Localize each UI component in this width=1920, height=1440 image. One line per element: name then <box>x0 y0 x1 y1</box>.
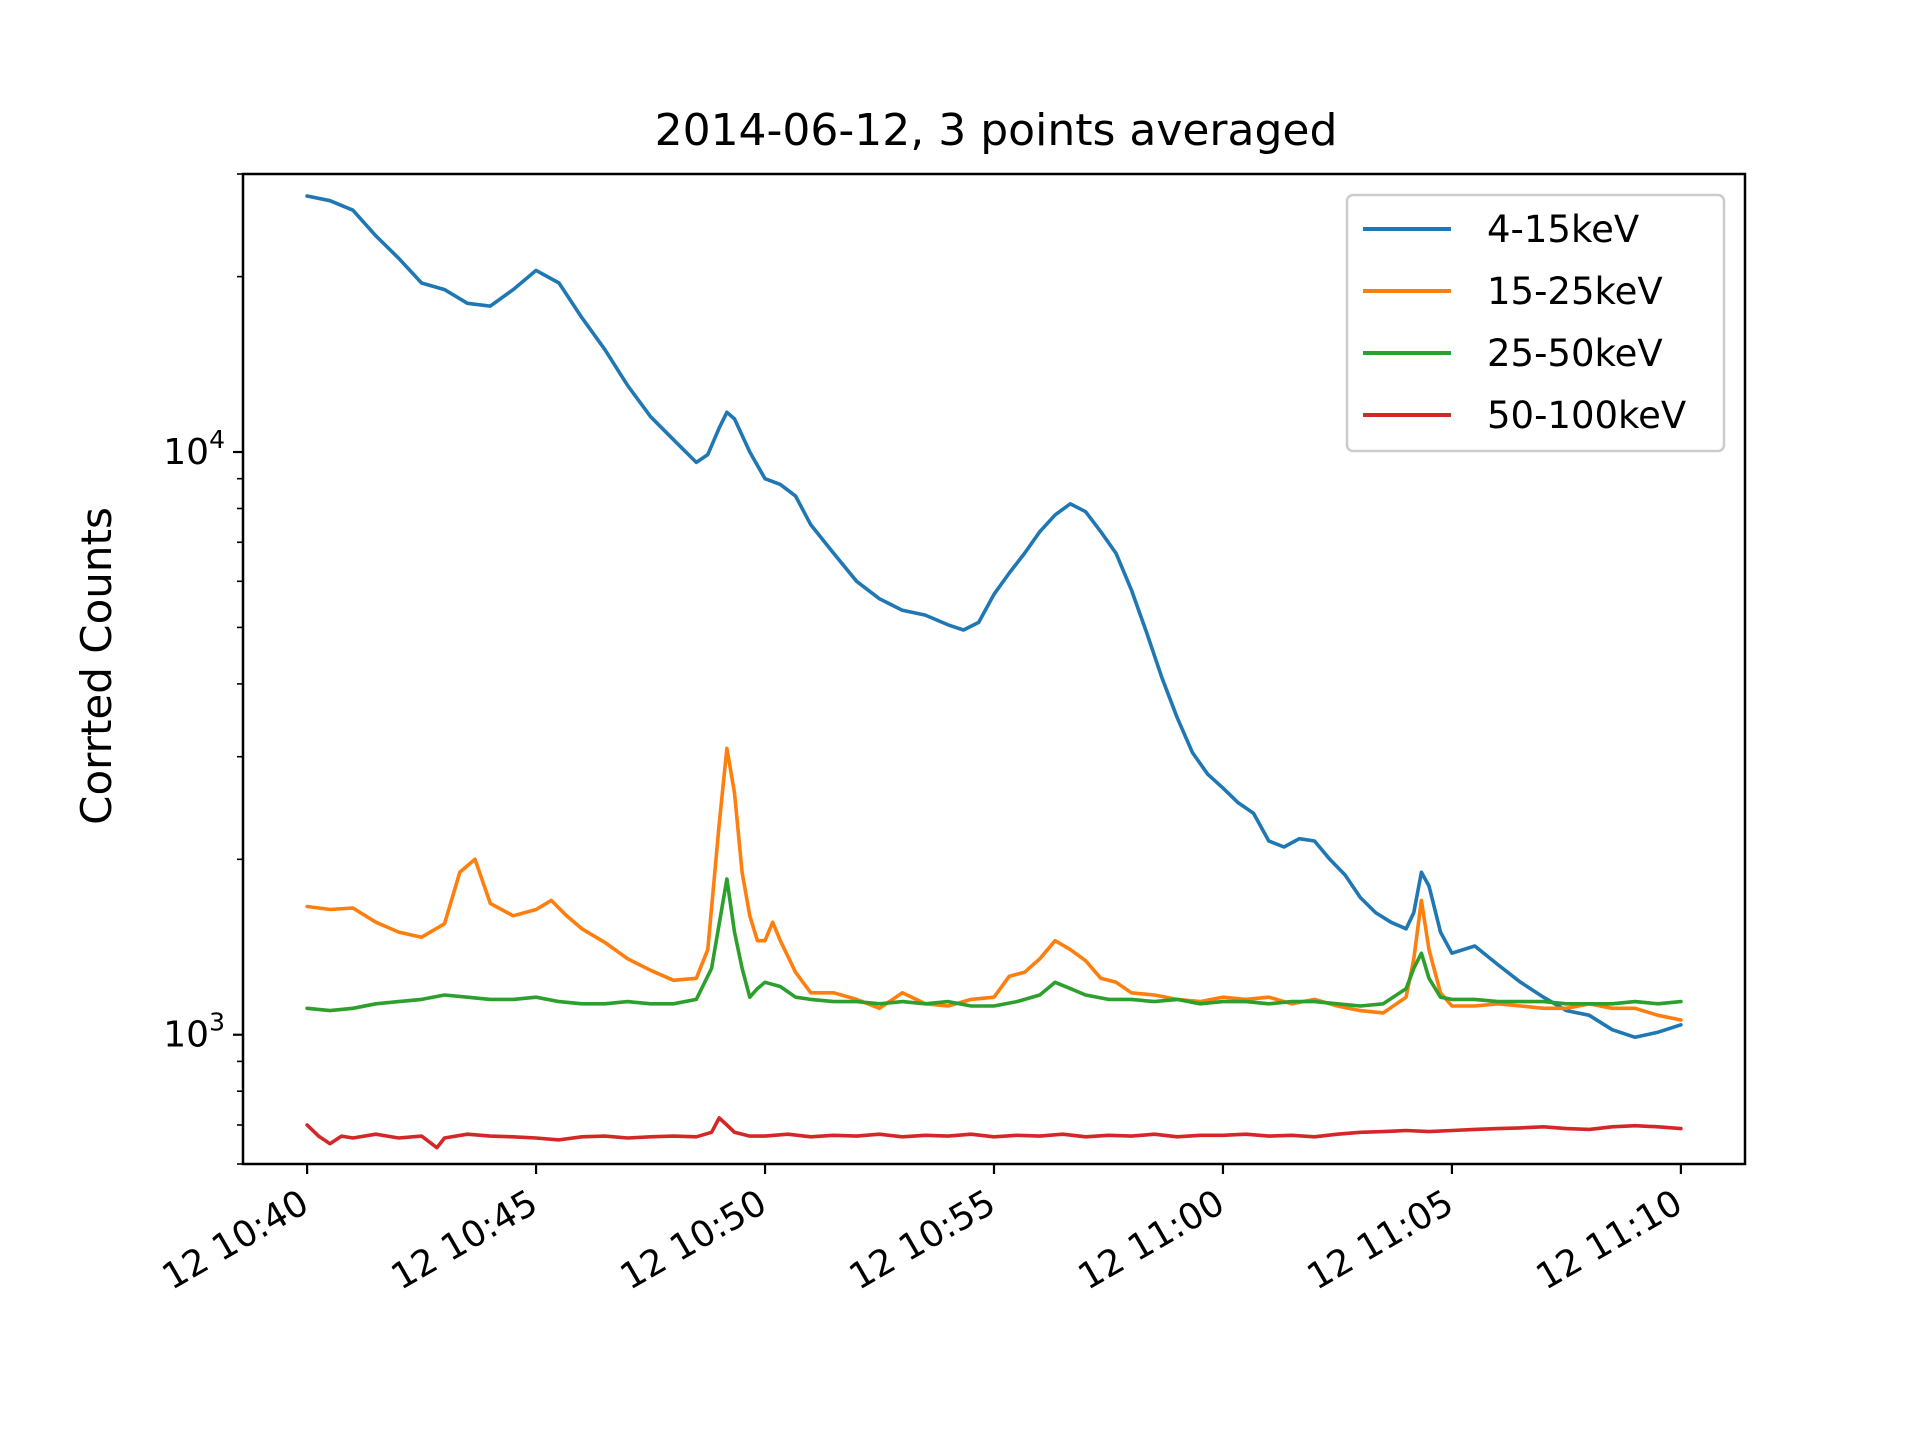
y-tick-label-base: 10 <box>163 432 209 473</box>
legend-label: 50-100keV <box>1487 394 1686 437</box>
legend: 4-15keV 15-25keV 25-50keV 50-100keV <box>1345 193 1726 453</box>
legend-box <box>1345 193 1726 453</box>
legend-label: 15-25keV <box>1487 270 1663 313</box>
y-tick-label-base: 10 <box>163 1015 209 1056</box>
series-line-4 <box>305 1116 1683 1150</box>
y-tick-label-exponent: 4 <box>209 425 225 454</box>
legend-label: 4-15keV <box>1487 208 1639 251</box>
series-line-3 <box>305 877 1683 1013</box>
legend-label: 25-50keV <box>1487 332 1663 375</box>
chart-title: 2014-06-12, 3 points averaged <box>655 105 1338 156</box>
y-tick-label: 103 <box>163 1008 225 1056</box>
series-line-1 <box>305 194 1683 1040</box>
series-layer <box>305 194 1683 1150</box>
y-tick-label-exponent: 3 <box>209 1008 225 1037</box>
plot-frame <box>241 172 1747 1166</box>
y-axis-label: Corrted Counts <box>72 507 121 825</box>
y-tick-label: 104 <box>163 425 225 473</box>
